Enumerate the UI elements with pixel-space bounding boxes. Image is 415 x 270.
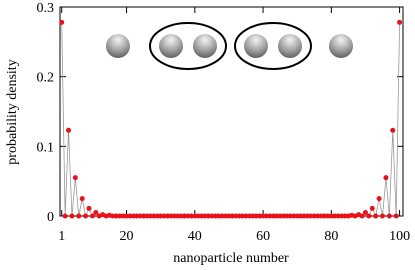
x-tick-label: 1 xyxy=(58,229,65,244)
data-point xyxy=(383,175,389,181)
nanoparticle-illustration xyxy=(106,22,353,70)
data-point xyxy=(69,213,75,219)
y-tick-label: 0.1 xyxy=(37,140,55,155)
data-point xyxy=(359,213,365,219)
data-point xyxy=(397,19,403,25)
x-tick-label: 60 xyxy=(256,229,270,244)
data-point xyxy=(386,213,392,219)
data-point xyxy=(72,175,78,181)
data-point xyxy=(66,127,72,133)
data-point xyxy=(390,127,396,133)
data-point xyxy=(89,213,95,219)
data-point xyxy=(83,213,89,219)
y-tick-label: 0.2 xyxy=(37,71,55,86)
y-axis-label: probability density xyxy=(5,59,20,164)
data-point xyxy=(380,213,386,219)
x-tick-label: 20 xyxy=(120,229,134,244)
data-point xyxy=(373,213,379,219)
data-point xyxy=(393,213,399,219)
data-point xyxy=(366,213,372,219)
data-point xyxy=(62,213,68,219)
data-point xyxy=(369,205,375,211)
data-point xyxy=(362,210,368,216)
y-tick-label: 0.3 xyxy=(37,1,55,16)
data-point xyxy=(86,205,92,211)
data-point xyxy=(79,196,85,202)
y-tick-label: 0 xyxy=(47,210,54,225)
data-point xyxy=(76,213,82,219)
x-tick-label: 40 xyxy=(188,229,202,244)
data-point xyxy=(59,19,65,25)
x-axis-label: nanoparticle number xyxy=(173,251,289,266)
data-point xyxy=(93,210,99,216)
x-tick-label: 80 xyxy=(324,229,338,244)
x-tick-label: 100 xyxy=(389,229,410,244)
data-point xyxy=(376,196,382,202)
